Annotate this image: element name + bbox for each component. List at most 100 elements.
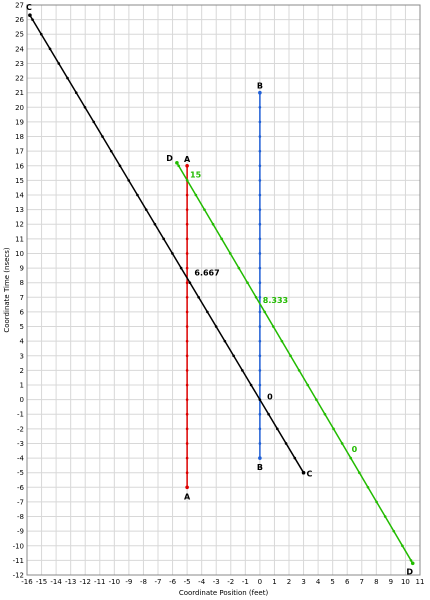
series-point-a (185, 310, 189, 314)
y-tick-label: -12 (13, 572, 24, 580)
x-tick-labels: -16 -15 -14 -13 -12 -11 -10 -9 -8 -7 -6 -5 -4 -3 -2 -1 0… (21, 578, 424, 586)
x-tick-label: -4 (198, 578, 206, 586)
y-tick-label: -11 (13, 557, 24, 565)
y-tick-label: -1 (17, 411, 24, 419)
series-point-a (185, 442, 189, 445)
series-point-a (185, 237, 189, 241)
annotation-label: 6.667 (194, 268, 219, 277)
series-point-c (197, 296, 200, 299)
series-point-a (185, 427, 189, 431)
series-point-d (211, 222, 215, 226)
y-tick-label: 0 (20, 396, 24, 404)
series-point-a (185, 325, 189, 328)
series-point-d (358, 471, 361, 474)
series-point-c (171, 252, 174, 255)
y-tick-labels: -12-11-10-9-8-7-6-5-4-3-2-10123456789101… (13, 2, 25, 580)
y-tick-label: 9 (20, 265, 24, 273)
series-point-a (185, 471, 189, 474)
series-point-c (66, 76, 69, 80)
series-endpoint (175, 161, 179, 165)
series-end-label: A (184, 155, 191, 164)
series-point-d (375, 500, 378, 504)
series-point-c (258, 398, 262, 401)
annotation-label: 8.333 (263, 296, 288, 305)
series-point-b (258, 222, 262, 226)
series-end-label: C (307, 470, 313, 479)
y-tick-label: -8 (17, 513, 24, 521)
y-tick-label: 25 (15, 31, 24, 39)
series-point-d (392, 529, 396, 533)
x-tick-label: -1 (242, 578, 249, 586)
series-point-b (258, 310, 262, 314)
x-tick-label: -12 (80, 578, 91, 586)
series-point-b (258, 164, 262, 168)
y-tick-label: 5 (20, 323, 24, 331)
x-tick-label: -3 (213, 578, 220, 586)
series-point-b (258, 427, 262, 431)
y-tick-label: 27 (15, 2, 24, 10)
series-point-c (153, 222, 157, 226)
series-point-a (185, 296, 189, 299)
y-tick-label: 19 (15, 118, 24, 126)
series-endpoint (185, 485, 189, 490)
x-tick-label: -8 (140, 578, 147, 586)
series-point-b (258, 135, 262, 138)
y-tick-label: 3 (20, 352, 24, 360)
y-tick-label: 21 (15, 89, 24, 97)
series-point-d (254, 296, 258, 299)
y-tick-label: 18 (15, 133, 24, 141)
series-point-b (258, 354, 262, 358)
x-tick-label: 10 (401, 578, 410, 586)
series-point-d (401, 544, 404, 548)
series-point-b (258, 442, 262, 445)
series-end-label: B (257, 463, 263, 472)
y-tick-label: -10 (13, 542, 24, 550)
series-point-b (258, 252, 262, 255)
series-point-c (48, 47, 52, 51)
y-axis-label: Coordinate Time (nsecs) (3, 247, 11, 333)
series-point-a (185, 339, 189, 343)
series-point-d (340, 442, 344, 445)
y-tick-label: 26 (15, 16, 24, 24)
x-tick-label: 2 (287, 578, 291, 586)
annotations-group: 15 6.667 8.333 0 0 (190, 170, 358, 454)
x-tick-label: -5 (184, 578, 191, 586)
y-tick-label: 6 (20, 308, 25, 316)
series-point-c (162, 237, 165, 241)
y-tick-label: -3 (17, 440, 24, 448)
series-point-b (258, 179, 262, 182)
y-tick-label: -5 (17, 469, 24, 477)
x-tick-label: 3 (301, 578, 305, 586)
series-point-d (315, 398, 318, 401)
y-tick-label: 15 (15, 177, 24, 185)
x-tick-label: -7 (155, 578, 162, 586)
x-tick-label: -6 (169, 578, 177, 586)
annotation-label: 15 (190, 170, 202, 179)
series-end-label: C (26, 3, 32, 12)
x-tick-label: -2 (227, 578, 234, 586)
series-point-b (258, 149, 262, 153)
series-point-d (332, 427, 335, 431)
series-point-b (258, 208, 262, 211)
series-point-d (272, 325, 275, 328)
series-point-c (127, 179, 131, 182)
series-point-a (185, 281, 189, 284)
series-point-d (297, 369, 301, 372)
y-tick-label: 1 (20, 382, 24, 390)
x-tick-label: 0 (258, 578, 262, 586)
series-point-b (258, 281, 262, 284)
series-point-b (258, 120, 262, 124)
y-tick-label: 20 (15, 104, 24, 112)
x-tick-label: 11 (416, 578, 425, 586)
y-tick-label: 11 (15, 235, 24, 243)
series-a: AA (184, 155, 191, 502)
series-point-b (258, 296, 262, 299)
y-tick-label: 8 (20, 279, 24, 287)
series-point-a (185, 266, 189, 270)
series-point-b (258, 383, 262, 387)
series-b: BB (257, 82, 263, 472)
y-tick-label: 17 (15, 148, 24, 156)
series-point-a (185, 383, 189, 387)
